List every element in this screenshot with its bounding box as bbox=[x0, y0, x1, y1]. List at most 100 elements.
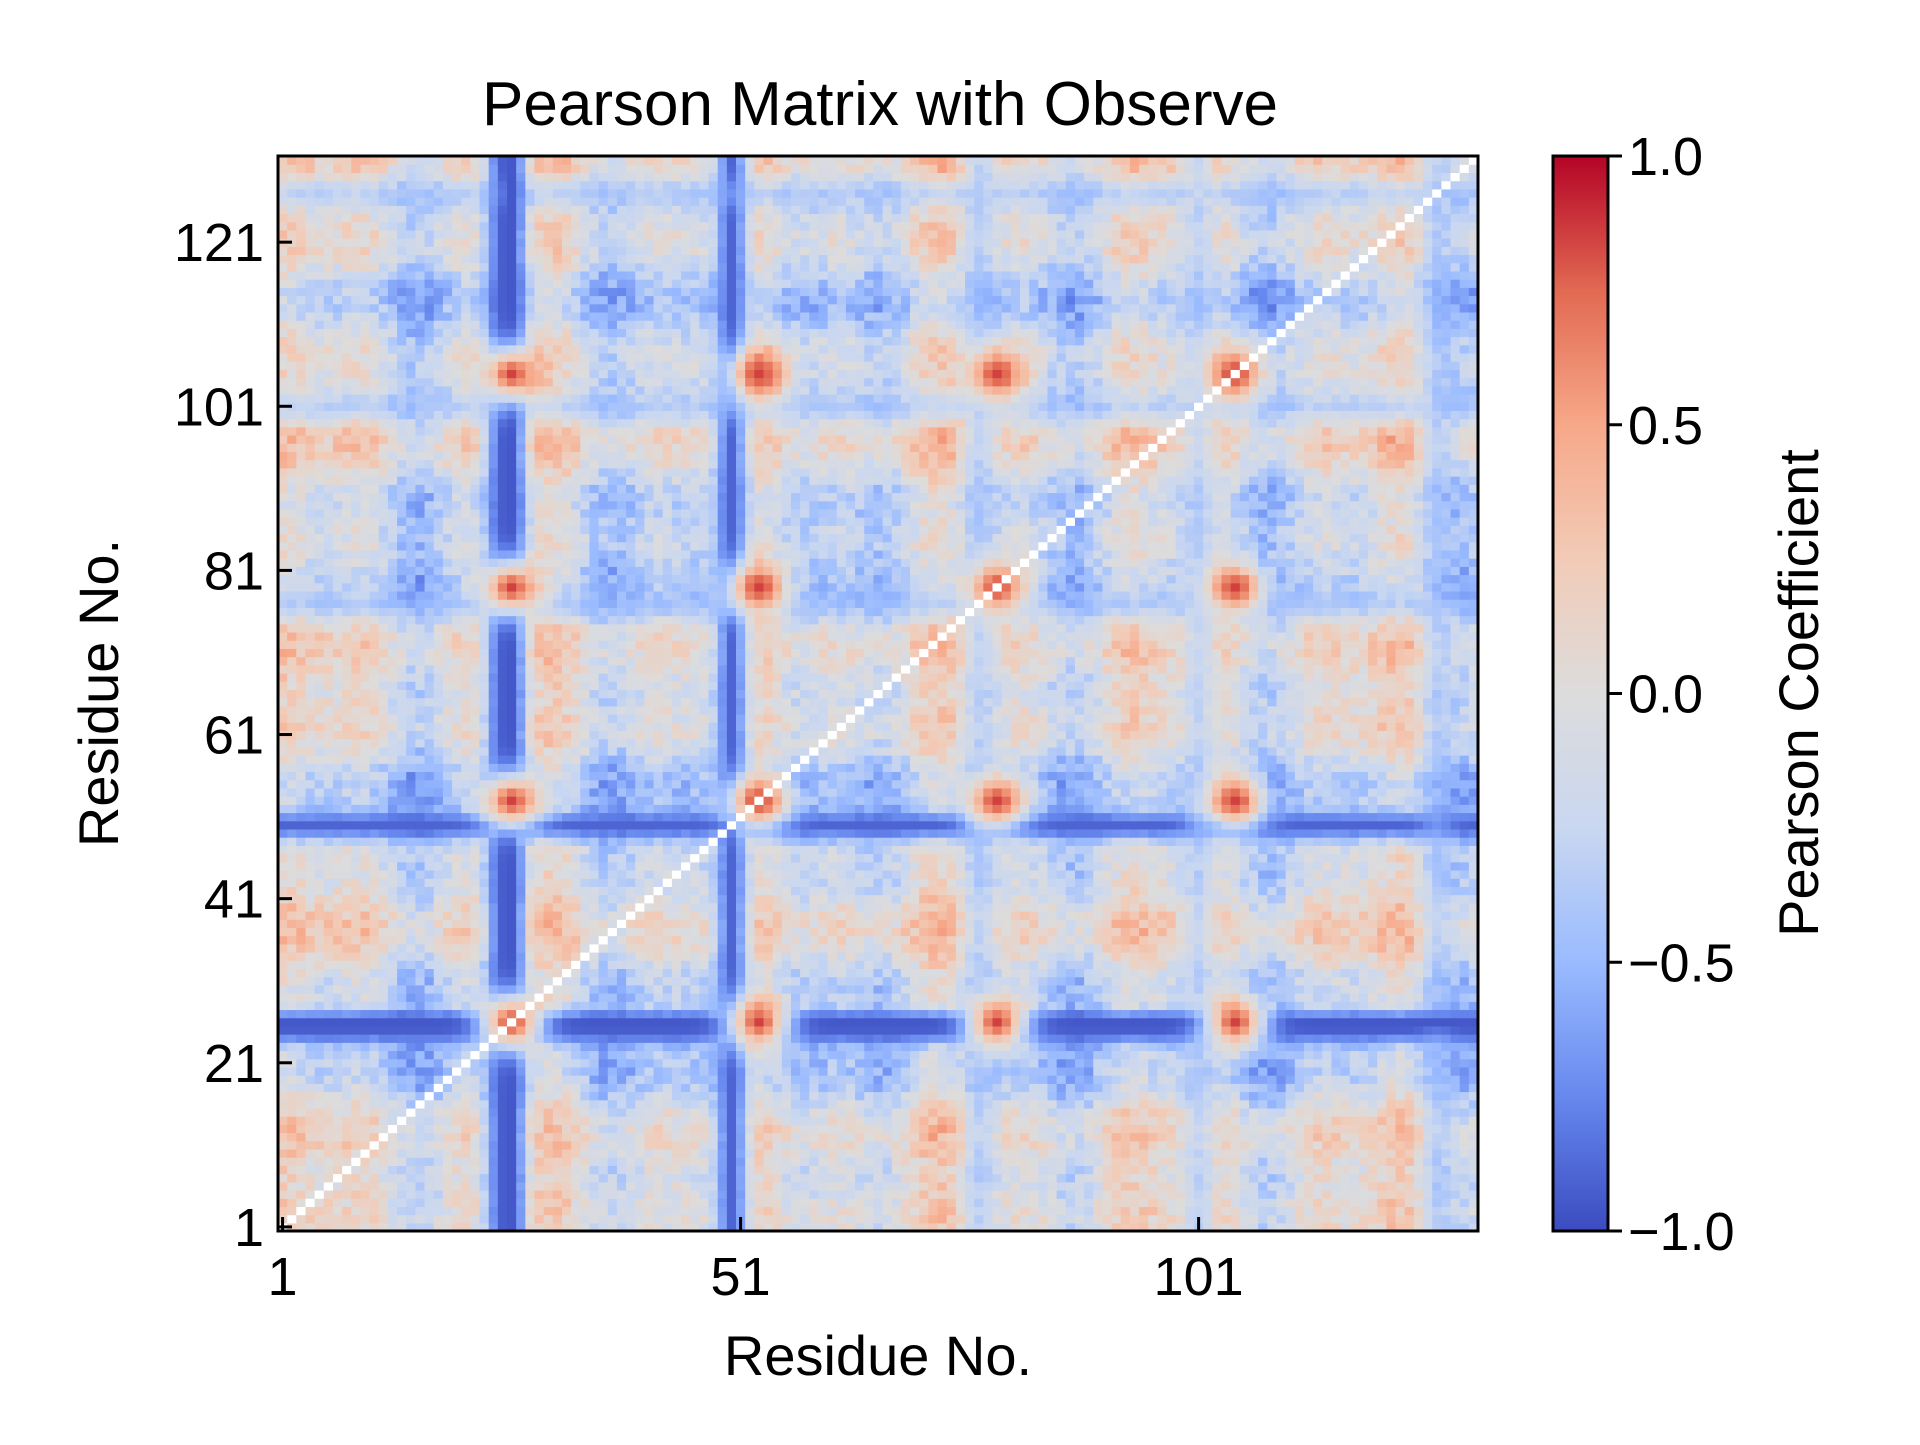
heatmap-cell bbox=[1441, 1140, 1452, 1150]
heatmap-cell bbox=[1285, 1091, 1296, 1101]
heatmap-cell bbox=[1313, 1214, 1323, 1224]
heatmap-cell bbox=[1203, 1124, 1213, 1134]
heatmap-cell bbox=[1285, 976, 1296, 986]
heatmap-cell bbox=[681, 951, 691, 961]
heatmap-cell bbox=[342, 1116, 352, 1125]
heatmap-cell bbox=[845, 984, 856, 994]
heatmap-cell bbox=[754, 1075, 765, 1084]
heatmap-cell bbox=[1441, 1066, 1452, 1076]
heatmap-cell bbox=[635, 1050, 646, 1060]
heatmap-cell bbox=[900, 1091, 911, 1101]
heatmap-cell bbox=[1248, 1034, 1259, 1043]
heatmap-cell bbox=[470, 1157, 481, 1166]
heatmap-cell bbox=[690, 1132, 700, 1142]
heatmap-cell bbox=[800, 1083, 810, 1093]
heatmap-cell bbox=[580, 943, 591, 953]
heatmap-cell bbox=[1203, 1214, 1213, 1224]
heatmap-cell bbox=[1230, 1198, 1241, 1207]
heatmap-cell bbox=[671, 1124, 682, 1134]
heatmap-cell bbox=[442, 968, 453, 978]
heatmap-cell bbox=[1221, 1124, 1232, 1134]
heatmap-cell bbox=[800, 1058, 810, 1068]
heatmap-cell bbox=[1377, 935, 1387, 945]
heatmap-cell bbox=[433, 1181, 444, 1191]
heatmap-cell bbox=[1157, 1058, 1168, 1068]
heatmap-cell bbox=[1294, 951, 1305, 961]
heatmap-cell bbox=[910, 1132, 920, 1142]
heatmap-cell bbox=[1377, 943, 1387, 953]
heatmap-cell bbox=[1267, 951, 1278, 961]
heatmap-cell bbox=[607, 1025, 618, 1035]
heatmap-cell bbox=[671, 1058, 682, 1068]
heatmap-cell bbox=[1331, 993, 1342, 1002]
heatmap-cell bbox=[644, 1222, 655, 1232]
heatmap-cell bbox=[983, 1214, 994, 1224]
heatmap-cell bbox=[790, 1099, 801, 1109]
heatmap-cell bbox=[589, 1083, 600, 1093]
heatmap-cell bbox=[1157, 960, 1168, 970]
heatmap-cell bbox=[543, 935, 554, 945]
heatmap-cell bbox=[845, 1075, 856, 1084]
heatmap-cell bbox=[955, 1017, 966, 1027]
heatmap-cell bbox=[644, 1148, 655, 1158]
heatmap-cell bbox=[1093, 1058, 1104, 1068]
heatmap-cell bbox=[607, 1083, 618, 1093]
heatmap-cell bbox=[1001, 1099, 1012, 1109]
heatmap-cell bbox=[323, 927, 334, 937]
heatmap-cell bbox=[479, 1058, 490, 1068]
heatmap-cell bbox=[1386, 1066, 1397, 1076]
heatmap-cell bbox=[1019, 976, 1030, 986]
heatmap-cell bbox=[763, 1075, 774, 1084]
heatmap-cell bbox=[1065, 1124, 1076, 1134]
heatmap-cell bbox=[552, 1099, 563, 1109]
heatmap-cell bbox=[589, 960, 600, 970]
heatmap-cell bbox=[1468, 1189, 1479, 1199]
heatmap-cell bbox=[1441, 1181, 1452, 1191]
heatmap-cell bbox=[818, 1148, 829, 1158]
heatmap-cell bbox=[992, 1206, 1003, 1216]
heatmap-cell bbox=[1029, 1124, 1039, 1134]
heatmap-cell bbox=[323, 1034, 334, 1043]
heatmap-cell bbox=[1001, 935, 1012, 945]
heatmap-cell bbox=[1047, 1050, 1058, 1060]
heatmap-cell bbox=[681, 1173, 691, 1183]
heatmap-cell bbox=[717, 1140, 728, 1150]
heatmap-cell bbox=[470, 1001, 481, 1011]
heatmap-cell bbox=[690, 1214, 700, 1224]
heatmap-cell bbox=[1404, 1066, 1415, 1076]
heatmap-cell bbox=[397, 1148, 407, 1158]
heatmap-cell bbox=[589, 1116, 600, 1125]
heatmap-cell bbox=[992, 1099, 1003, 1109]
heatmap-cell bbox=[1019, 1214, 1030, 1224]
heatmap-cell bbox=[800, 1206, 810, 1216]
heatmap-cell bbox=[681, 943, 691, 953]
heatmap-cell bbox=[543, 1214, 554, 1224]
heatmap-cell bbox=[351, 1157, 362, 1166]
heatmap-cell bbox=[296, 927, 307, 937]
heatmap-cell bbox=[1258, 1132, 1268, 1142]
heatmap-cell bbox=[671, 1198, 682, 1207]
heatmap-cell bbox=[296, 968, 307, 978]
heatmap-cell bbox=[1194, 960, 1204, 970]
heatmap-cell bbox=[1120, 1173, 1131, 1183]
heatmap-cell bbox=[726, 1206, 737, 1216]
heatmap-cell bbox=[1120, 993, 1131, 1002]
heatmap-cell bbox=[470, 1009, 481, 1019]
heatmap-cell bbox=[891, 1107, 902, 1117]
heatmap-cell bbox=[1010, 919, 1021, 928]
heatmap-cell bbox=[1148, 951, 1158, 961]
heatmap-cell bbox=[1212, 1009, 1223, 1019]
heatmap-cell bbox=[790, 968, 801, 978]
heatmap-cell bbox=[1230, 1042, 1241, 1052]
heatmap-cell bbox=[1450, 1222, 1461, 1232]
heatmap-cell bbox=[296, 1017, 307, 1027]
heatmap-cell bbox=[616, 984, 627, 994]
heatmap-cell bbox=[1239, 1181, 1250, 1191]
heatmap-cell bbox=[900, 968, 911, 978]
heatmap-cell bbox=[1294, 1017, 1305, 1027]
heatmap-cell bbox=[278, 1034, 288, 1043]
heatmap-cell bbox=[461, 1116, 471, 1125]
heatmap-cell bbox=[1459, 943, 1470, 953]
heatmap-cell bbox=[351, 1066, 362, 1076]
heatmap-cell bbox=[305, 960, 316, 970]
